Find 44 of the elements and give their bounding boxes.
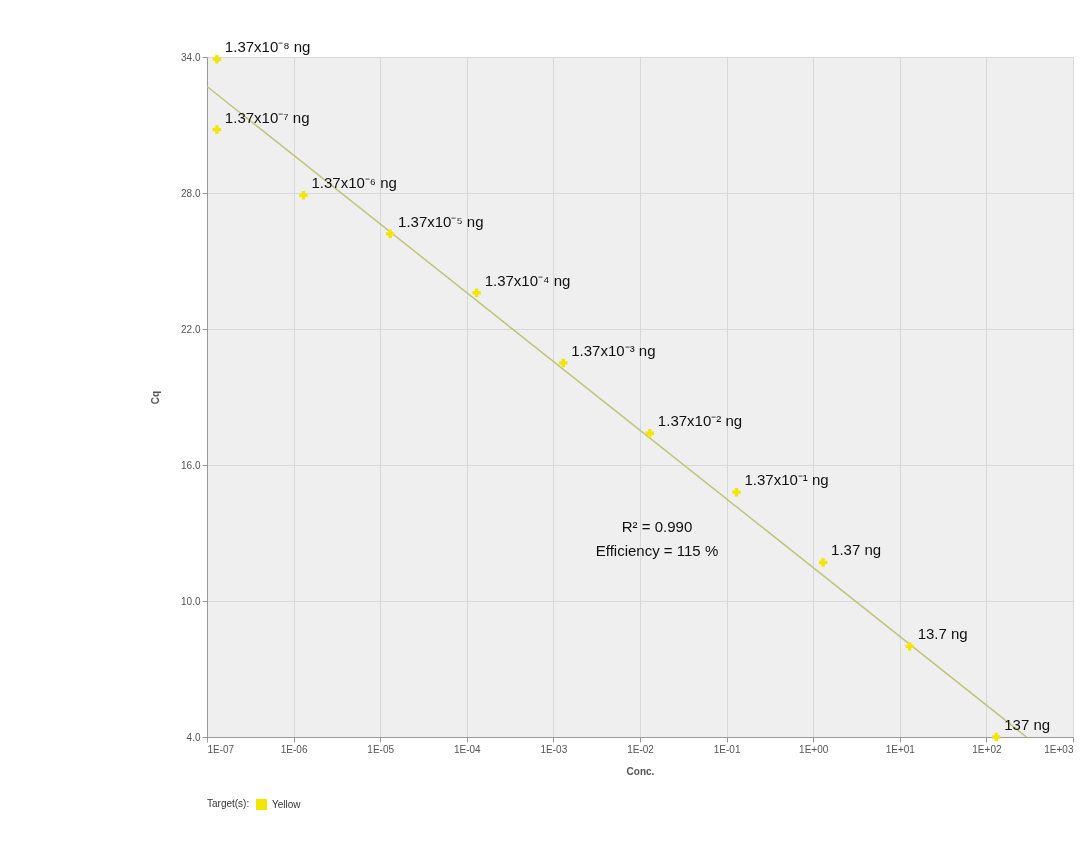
annotation: 1.37x10⁻⁷ ng (224, 108, 310, 126)
legend-title: Target(s): (207, 798, 250, 809)
annotation: 13.7 ng (917, 625, 968, 643)
point (732, 488, 741, 497)
point (645, 429, 655, 438)
annotation: 1.37x10⁻¹ ng (744, 471, 829, 489)
annotation: 1.37x10⁻⁶ ng (311, 174, 397, 192)
annotation: R² = 0.990 (621, 518, 693, 535)
point (905, 642, 914, 651)
legend-label: Yellow (272, 798, 302, 810)
y-tick-label: 22.0 (181, 323, 201, 335)
x-tick-label: 1E-01 (713, 743, 741, 755)
x-tick-label: 1E+01 (885, 743, 916, 755)
point (212, 125, 222, 134)
point (992, 732, 1001, 742)
point (299, 191, 308, 200)
x-tick-label: 1E+03 (1044, 743, 1074, 755)
annotation: 1.37x10⁻⁸ ng (224, 38, 311, 56)
y-tick-label: 28.0 (181, 187, 201, 199)
x-tick-label: 1E-07 (207, 743, 235, 755)
y-tick-label: 10.0 (181, 595, 201, 607)
annotation: 1.37x10⁻² ng (657, 412, 743, 430)
point (472, 288, 481, 297)
x-tick-label: 1E-05 (367, 743, 395, 755)
annotation: 1.37x10⁻⁴ ng (484, 271, 571, 289)
y-tick-label: 16.0 (181, 459, 201, 471)
annotation: Efficiency = 115 % (595, 542, 719, 559)
point (818, 558, 828, 567)
annotation: 1.37 ng (831, 541, 882, 559)
point (385, 229, 395, 238)
x-tick-label: 1E-04 (453, 743, 482, 755)
annotation: 137 ng (1004, 716, 1051, 733)
point (559, 358, 568, 368)
x-tick-label: 1E+02 (972, 743, 1002, 755)
x-tick-label: 1E-03 (540, 743, 568, 755)
y-tick-label: 34.0 (181, 51, 201, 63)
x-tick-label: 1E-02 (627, 743, 655, 755)
x-tick-label: 1E+00 (799, 743, 829, 755)
annotation: 1.37x10⁻³ ng (571, 342, 656, 359)
x-tick-label: 1E-06 (280, 743, 308, 755)
y-axis-title: Cq (150, 390, 162, 405)
annotation: 1.37x10⁻⁵ ng (398, 212, 484, 230)
x-axis-title: Conc. (626, 765, 655, 777)
y-tick-label: 4.0 (186, 731, 201, 743)
